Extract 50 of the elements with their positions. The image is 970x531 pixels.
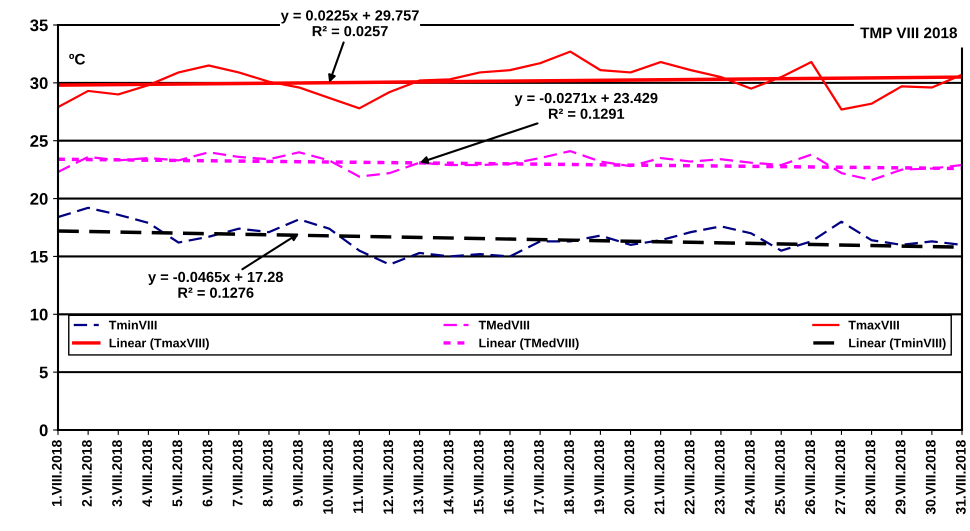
x-tick-label: 26.VIII.2018 bbox=[805, 440, 816, 514]
chart-title: TMP VIII 2018 bbox=[860, 27, 958, 38]
x-tick-label: 31.VIII.2018 bbox=[956, 440, 966, 514]
x-tick-label: 5.VIII.2018 bbox=[172, 440, 182, 506]
annotation: y = -0.0465x + 17.28 R² = 0.1276 bbox=[148, 272, 283, 298]
y-tick-label: 30 bbox=[30, 77, 48, 90]
x-tick-label: 29.VIII.2018 bbox=[896, 440, 906, 514]
x-tick-label: 13.VIII.2018 bbox=[413, 440, 424, 514]
x-tick-label: 20.VIII.2018 bbox=[624, 440, 634, 514]
x-tick-label: 1.VIII.2018 bbox=[52, 440, 62, 506]
x-tick-label: 9.VIII.2018 bbox=[292, 440, 303, 506]
x-tick-label: 23.VIII.2018 bbox=[714, 440, 725, 514]
y-tick-label: 10 bbox=[30, 308, 48, 320]
y-axis-title: ºC bbox=[69, 54, 86, 65]
y-tick-label: 0 bbox=[40, 424, 48, 436]
x-tick-label: 27.VIII.2018 bbox=[835, 440, 846, 514]
x-tick-label: 17.VIII.2018 bbox=[534, 440, 544, 514]
x-tick-label: 7.VIII.2018 bbox=[232, 440, 243, 506]
x-tick-label: 30.VIII.2018 bbox=[926, 440, 936, 514]
legend-label: TminVIII bbox=[108, 320, 157, 330]
x-tick-label: 21.VIII.2018 bbox=[654, 440, 664, 514]
legend-label: Linear (TMedVIII) bbox=[479, 338, 579, 350]
x-tick-label: 6.VIII.2018 bbox=[202, 440, 212, 506]
annotation: y = 0.0225x + 29.757 R² = 0.0257 bbox=[280, 10, 419, 36]
y-tick-label: 5 bbox=[40, 366, 48, 378]
x-tick-label: 16.VIII.2018 bbox=[504, 440, 514, 514]
x-tick-label: 8.VIII.2018 bbox=[262, 440, 273, 506]
y-tick-label: 25 bbox=[30, 135, 48, 147]
x-tick-label: 22.VIII.2018 bbox=[684, 440, 695, 514]
legend-label: Linear (TmaxVIII) bbox=[110, 338, 209, 350]
x-tick-label: 3.VIII.2018 bbox=[112, 440, 122, 507]
y-tick-label: 35 bbox=[30, 19, 48, 32]
legend-label: TmaxVIII bbox=[848, 320, 899, 330]
x-tick-label: 4.VIII.2018 bbox=[142, 440, 152, 507]
y-tick-label: 20 bbox=[30, 192, 48, 205]
x-tick-label: 24.VIII.2018 bbox=[744, 440, 755, 514]
annotation: y = -0.0271x + 23.429 R² = 0.1291 bbox=[514, 92, 658, 119]
x-tick-label: 28.VIII.2018 bbox=[865, 440, 876, 514]
x-tick-label: 12.VIII.2018 bbox=[383, 440, 394, 514]
x-tick-label: 15.VIII.2018 bbox=[474, 440, 484, 514]
x-tick-label: 10.VIII.2018 bbox=[323, 440, 333, 514]
x-tick-label: 25.VIII.2018 bbox=[775, 440, 785, 514]
legend-label: TMedVIII bbox=[478, 320, 530, 330]
y-tick-label: 15 bbox=[30, 251, 48, 263]
x-tick-label: 19.VIII.2018 bbox=[594, 440, 604, 514]
x-tick-label: 18.VIII.2018 bbox=[564, 440, 574, 514]
x-tick-label: 2.VIII.2018 bbox=[82, 440, 92, 506]
x-tick-label: 11.VIII.2018 bbox=[353, 440, 364, 513]
legend-label: Linear (TminVIII) bbox=[849, 338, 946, 350]
x-tick-label: 14.VIII.2018 bbox=[444, 440, 454, 514]
